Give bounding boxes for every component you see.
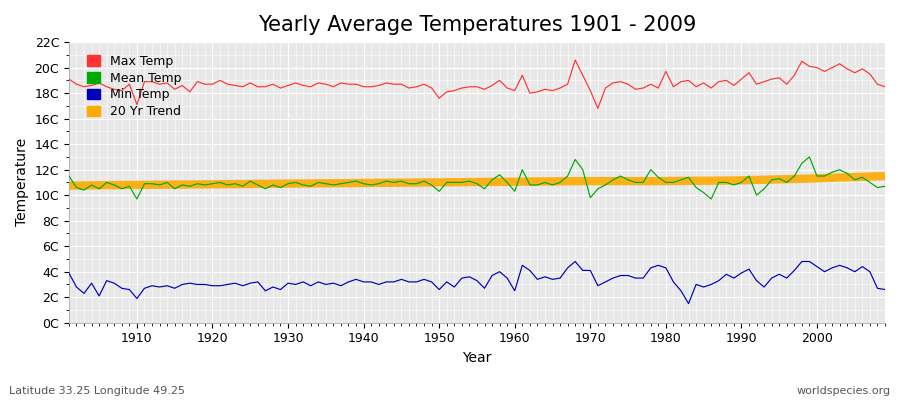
Legend: Max Temp, Mean Temp, Min Temp, 20 Yr Trend: Max Temp, Mean Temp, Min Temp, 20 Yr Tre… bbox=[84, 51, 184, 122]
Text: worldspecies.org: worldspecies.org bbox=[796, 386, 891, 396]
Text: Latitude 33.25 Longitude 49.25: Latitude 33.25 Longitude 49.25 bbox=[9, 386, 185, 396]
Title: Yearly Average Temperatures 1901 - 2009: Yearly Average Temperatures 1901 - 2009 bbox=[257, 15, 696, 35]
X-axis label: Year: Year bbox=[463, 351, 491, 365]
Y-axis label: Temperature: Temperature bbox=[15, 138, 29, 226]
